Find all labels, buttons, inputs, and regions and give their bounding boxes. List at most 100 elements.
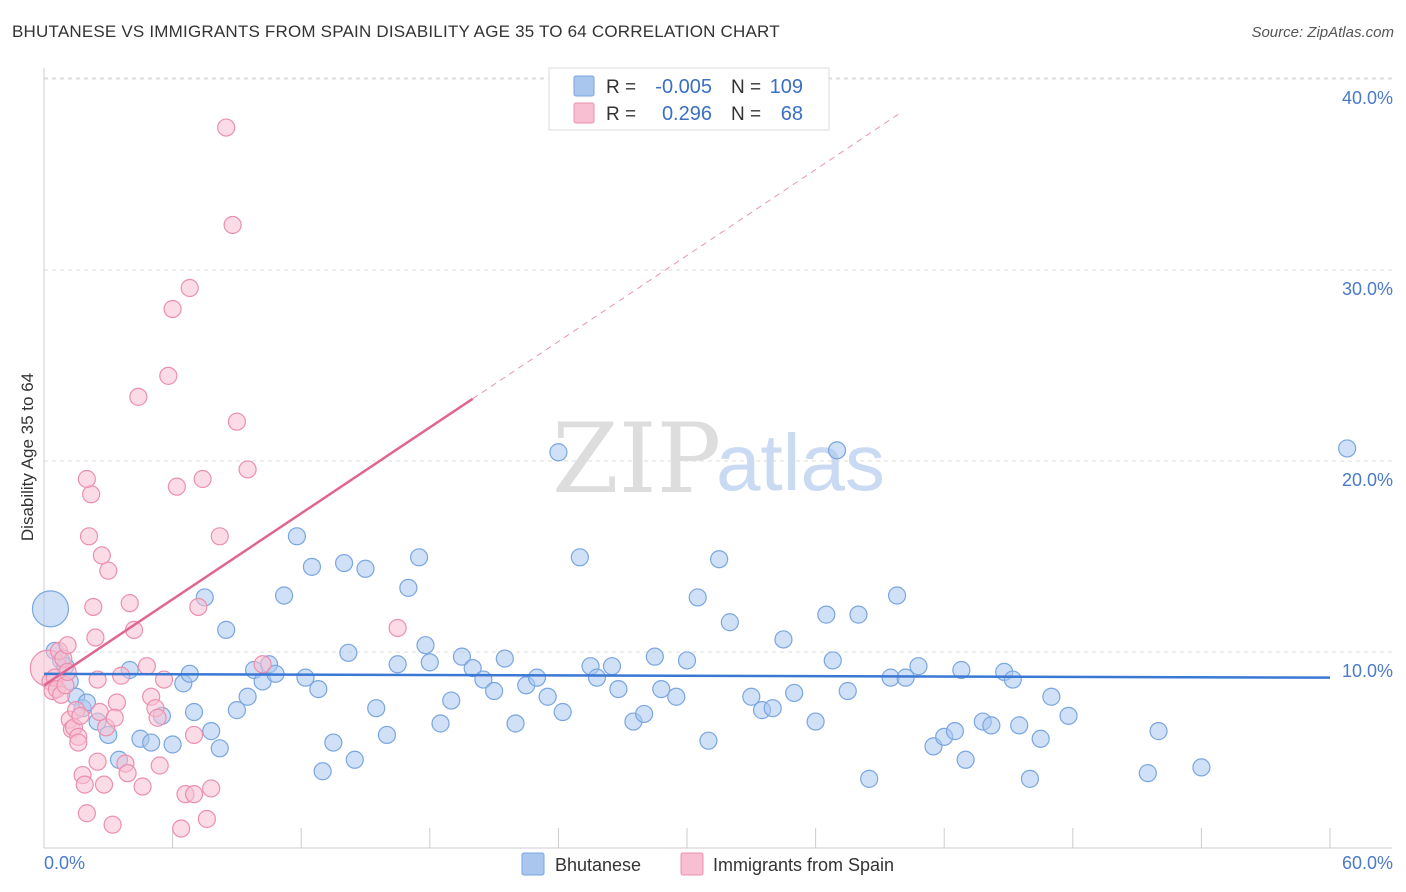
- point-bhutanese: [31, 590, 70, 628]
- point-spain: [184, 785, 204, 804]
- watermark-zip: ZIP: [552, 403, 721, 515]
- point-spain: [227, 412, 246, 431]
- axis-layer: 10.0% 20.0% 30.0% 40.0%: [43, 68, 1393, 849]
- point-spain: [69, 733, 88, 752]
- point-bhutanese: [452, 647, 472, 666]
- point-bhutanese: [688, 588, 707, 607]
- point-bhutanese: [1010, 716, 1029, 735]
- point-spain: [167, 477, 186, 496]
- point-bhutanese: [309, 679, 328, 699]
- point-bhutanese: [345, 750, 364, 769]
- point-spain: [105, 708, 124, 727]
- point-bhutanese: [202, 722, 221, 741]
- chart-source: Source: ZipAtlas.com: [1251, 24, 1394, 41]
- point-spain: [148, 708, 167, 727]
- bottom-legend-label-pink: Immigrants from Spain: [713, 855, 894, 875]
- y-axis-title: Disability Age 35 to 64: [18, 373, 37, 541]
- bottom-legend: Bhutanese Immigrants from Spain: [521, 852, 894, 876]
- x-tick-label-first: 0.0%: [44, 853, 85, 873]
- point-bhutanese: [699, 731, 718, 750]
- point-bhutanese: [887, 586, 907, 605]
- point-spain: [103, 815, 122, 834]
- point-spain: [94, 775, 114, 794]
- point-bhutanese: [356, 559, 375, 578]
- x-tick-label-last: 60.0%: [1342, 853, 1393, 873]
- point-bhutanese: [431, 714, 450, 733]
- legend-r-label-1: R =: [606, 77, 636, 98]
- trend-layer: [43, 111, 1331, 687]
- legend-r-value-1: -0.005: [655, 76, 712, 98]
- point-spain: [189, 597, 208, 617]
- point-spain: [150, 756, 169, 775]
- point-bhutanese: [553, 702, 572, 722]
- point-spain: [202, 779, 221, 798]
- bottom-legend-label-blue: Bhutanese: [555, 855, 641, 875]
- point-bhutanese: [602, 657, 622, 676]
- point-spain: [82, 485, 101, 504]
- watermark: ZIP atlas: [552, 403, 885, 515]
- point-spain: [180, 278, 199, 298]
- point-spain: [71, 706, 90, 725]
- point-spain: [137, 657, 156, 676]
- point-bhutanese: [416, 636, 435, 655]
- legend: R = -0.005 N = 109 R = 0.296 N = 68: [548, 67, 830, 131]
- point-spain: [88, 670, 107, 689]
- point-bhutanese: [399, 578, 418, 597]
- point-bhutanese: [538, 687, 557, 706]
- point-bhutanese: [274, 586, 294, 605]
- watermark-atlas: atlas: [716, 418, 885, 507]
- legend-r-value-2: 0.296: [662, 103, 712, 125]
- legend-box: [548, 67, 830, 131]
- point-bhutanese: [909, 657, 928, 676]
- point-bhutanese: [210, 739, 229, 758]
- point-spain: [210, 527, 229, 546]
- bottom-legend-swatch-blue: [521, 852, 545, 876]
- legend-n-value-2: 68: [781, 103, 803, 125]
- point-bhutanese: [823, 651, 842, 670]
- point-bhutanese: [667, 687, 686, 706]
- point-spain: [217, 118, 236, 137]
- point-bhutanese: [635, 704, 654, 724]
- point-bhutanese: [763, 699, 782, 718]
- point-spain: [79, 527, 99, 546]
- legend-swatch-pink: [573, 102, 595, 124]
- point-bhutanese: [377, 725, 397, 745]
- point-bhutanese: [367, 699, 386, 718]
- point-spain: [172, 819, 191, 838]
- point-bhutanese: [302, 557, 322, 576]
- point-bhutanese: [838, 681, 857, 701]
- chart-title: BHUTANESE VS IMMIGRANTS FROM SPAIN DISAB…: [12, 22, 780, 41]
- point-bhutanese: [339, 643, 358, 662]
- point-bhutanese: [806, 712, 825, 731]
- point-bhutanese: [1149, 722, 1168, 741]
- point-bhutanese: [982, 716, 1001, 735]
- point-spain: [388, 618, 407, 638]
- legend-swatch-blue: [573, 75, 595, 97]
- point-spain: [88, 752, 107, 771]
- point-bhutanese: [227, 701, 246, 720]
- point-bhutanese: [334, 553, 354, 573]
- point-bhutanese: [549, 443, 568, 462]
- legend-n-label-2: N =: [731, 104, 761, 125]
- legend-n-label-1: N =: [731, 77, 761, 98]
- trend-line-bhutanese: [43, 672, 1331, 679]
- point-bhutanese: [1138, 764, 1157, 783]
- y-tick-label: 40.0%: [1342, 88, 1393, 108]
- point-bhutanese: [409, 548, 429, 567]
- point-spain: [107, 693, 126, 712]
- point-bhutanese: [1338, 439, 1357, 458]
- point-bhutanese: [463, 658, 482, 678]
- point-spain: [77, 804, 96, 823]
- point-bhutanese: [238, 687, 257, 706]
- point-spain: [118, 764, 137, 783]
- point-bhutanese: [287, 527, 307, 546]
- legend-n-value-1: 109: [770, 76, 803, 98]
- point-bhutanese: [570, 548, 589, 567]
- point-bhutanese: [163, 735, 182, 754]
- point-bhutanese: [485, 681, 504, 701]
- trend-line-spain-extension: [472, 111, 902, 400]
- point-bhutanese: [1003, 670, 1022, 689]
- point-bhutanese: [1059, 706, 1078, 725]
- point-bhutanese: [1192, 758, 1211, 777]
